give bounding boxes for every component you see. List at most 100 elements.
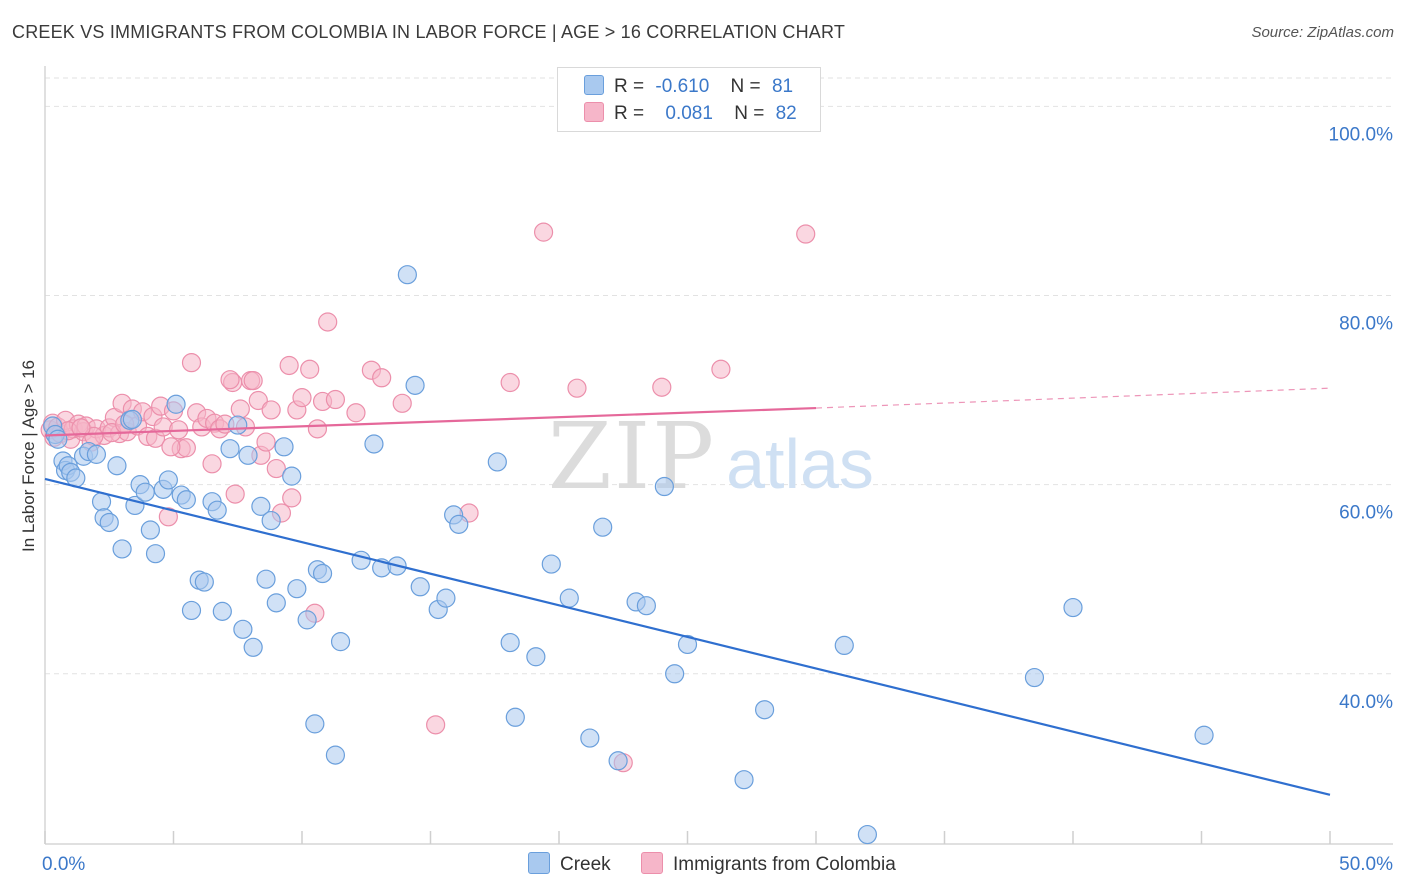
bottom-legend-swatch-creek: [528, 852, 550, 874]
bottom-legend-colombia: Immigrants from Colombia: [641, 852, 896, 876]
legend-row-creek: R = -0.610 N = 81: [584, 75, 793, 101]
legend-n-value: 82: [775, 103, 797, 124]
watermark-atlas: atlas: [726, 425, 874, 503]
y-tick-label: 80.0%: [1339, 314, 1393, 335]
creek-point: [754, 700, 775, 720]
creek-point: [207, 500, 227, 520]
colombia-point: [711, 359, 731, 379]
creek-point: [636, 596, 656, 616]
colombia-point: [248, 390, 268, 411]
colombia-point: [426, 715, 446, 735]
creek-point: [312, 563, 333, 584]
creek-point: [330, 632, 351, 652]
colombia-point: [300, 359, 320, 379]
creek-point: [261, 510, 281, 531]
creek-point: [325, 745, 346, 765]
legend-n-label: N =: [730, 76, 761, 97]
colombia-point: [500, 372, 520, 393]
legend-r-value: -0.610: [655, 76, 710, 97]
x-tick-label: 0.0%: [42, 854, 85, 875]
colombia-point: [372, 368, 392, 388]
colombia-point: [279, 355, 299, 376]
creek-point: [145, 544, 166, 564]
creek-point: [500, 632, 520, 653]
creek-point: [449, 514, 469, 534]
creek-point: [436, 588, 456, 608]
creek-point: [107, 456, 127, 476]
bottom-legend-creek: Creek: [528, 852, 611, 876]
colombia-trend-line: [44, 406, 817, 437]
creek-point: [1024, 667, 1045, 688]
creek-point: [48, 429, 68, 449]
colombia-point: [567, 378, 587, 398]
creek-point: [487, 452, 507, 472]
creek-point: [274, 437, 294, 457]
creek-point: [405, 375, 425, 395]
colombia-point: [292, 388, 312, 408]
creek-point: [135, 482, 155, 502]
creek-point: [194, 572, 214, 592]
creek-point: [834, 635, 854, 656]
creek-point: [677, 634, 698, 655]
creek-point: [122, 409, 142, 429]
creek-point: [734, 770, 754, 790]
creek-point: [665, 664, 685, 684]
colombia-trend-extension: [815, 387, 1331, 409]
axes: [44, 66, 1393, 845]
creek-point: [140, 520, 160, 540]
colombia-point: [346, 403, 366, 423]
creek-trend-line: [44, 477, 1331, 796]
creek-point: [505, 707, 525, 727]
axis-labels: 40.0% 60.0% 80.0% 100.0% 0.0% 50.0% In Labor F…: [19, 124, 1393, 875]
colombia-point: [318, 312, 338, 332]
colombia-point: [161, 437, 181, 457]
creek-points: [43, 265, 1214, 845]
legend-n-value: 81: [771, 76, 794, 97]
creek-point: [297, 610, 317, 630]
colombia-point: [243, 371, 263, 391]
creek-point: [857, 824, 878, 845]
creek-point: [176, 490, 196, 510]
watermark-zip: ZIP: [548, 403, 716, 510]
creek-point: [266, 593, 286, 613]
creek-point: [287, 579, 307, 599]
creek-point: [86, 444, 107, 464]
colombia-point: [392, 393, 412, 413]
colombia-point: [220, 370, 240, 390]
x-tick-label: 50.0%: [1339, 854, 1393, 875]
creek-point: [99, 512, 119, 533]
colombia-point: [230, 399, 250, 419]
colombia-point: [71, 418, 91, 438]
creek-point: [238, 445, 258, 465]
creek-point: [608, 751, 628, 771]
creek-point: [212, 601, 232, 621]
creek-point: [233, 619, 253, 639]
creek-point: [220, 439, 240, 459]
y-axis-title: In Labor Force | Age > 16: [19, 360, 38, 552]
colombia-point: [261, 400, 281, 420]
creek-point: [1063, 597, 1083, 618]
creek-point: [580, 728, 600, 748]
legend-swatch-creek: [584, 75, 604, 95]
watermark: ZIP atlas: [548, 403, 874, 510]
legend: R = -0.610 N = 81 R = 0.081 N = 82: [557, 67, 821, 132]
creek-point: [256, 569, 276, 589]
creek-point: [158, 470, 178, 490]
colombia-point: [652, 377, 672, 397]
colombia-point: [202, 454, 222, 474]
colombia-point: [533, 222, 554, 242]
y-tick-label: 60.0%: [1339, 503, 1393, 524]
colombia-point: [325, 389, 346, 410]
creek-point: [397, 265, 417, 285]
creek-point: [112, 539, 132, 559]
creek-point: [243, 637, 263, 657]
legend-r-label: R =: [614, 103, 645, 124]
legend-n-label: N =: [734, 103, 765, 124]
colombia-point: [158, 507, 178, 527]
legend-r-label: R =: [614, 76, 645, 97]
bottom-legend-label-creek: Creek: [560, 854, 611, 875]
creek-point: [166, 394, 186, 414]
legend-swatch-colombia: [584, 102, 604, 122]
creek-point: [1194, 725, 1214, 745]
